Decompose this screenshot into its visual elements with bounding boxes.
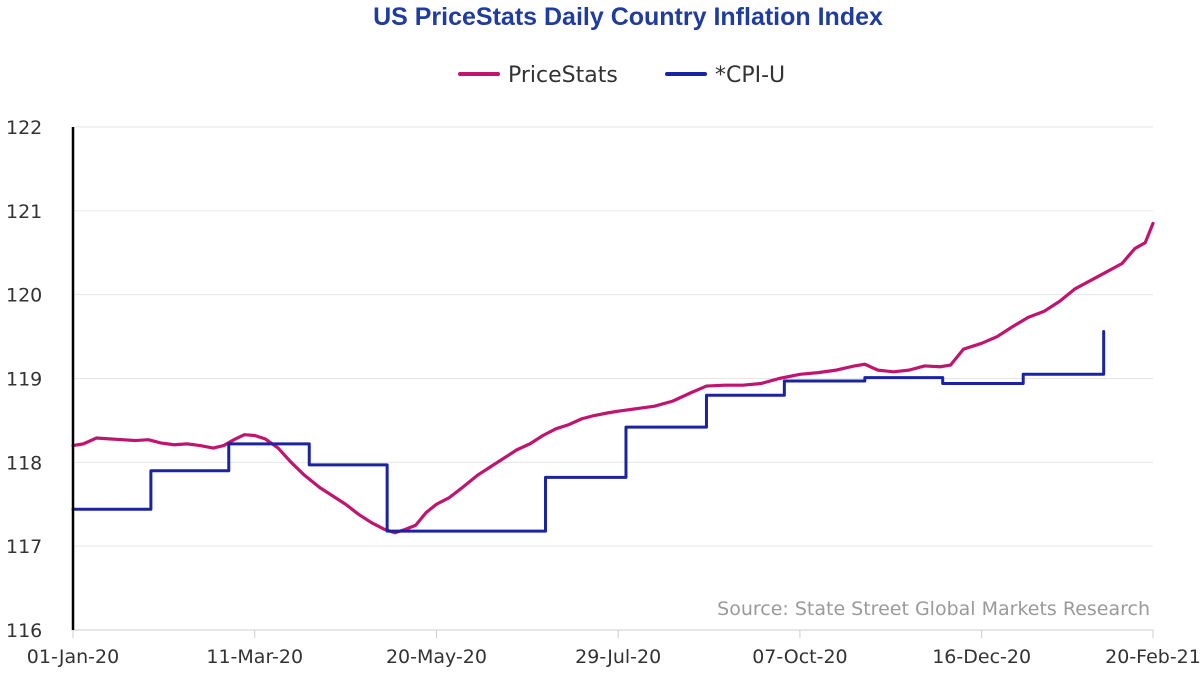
y-tick-label-118: 118	[6, 452, 42, 474]
series-line-cpi-u[interactable]	[71, 330, 1106, 533]
x-tick-label-20-feb-21: 20-Feb-21	[1105, 646, 1200, 668]
x-tick-label-29-jul-20: 29-Jul-20	[575, 646, 661, 668]
gridlines	[73, 126, 1153, 547]
series-line-pricestats[interactable]	[71, 221, 1155, 535]
legend: PriceStats *CPI-U	[458, 63, 785, 88]
x-axis-labels: 01-Jan-20 11-Mar-20 20-May-20 29-Jul-20 07-O…	[27, 630, 1200, 668]
y-tick-label-121: 121	[6, 201, 42, 223]
y-tick-label-117: 117	[6, 536, 42, 558]
x-tick-label-11-mar-20: 11-Mar-20	[206, 646, 303, 668]
y-tick-label-122: 122	[6, 117, 42, 139]
legend-label-cpi-u: *CPI-U	[715, 63, 785, 88]
chart-title: US PriceStats Daily Country Inflation In…	[373, 3, 883, 31]
source-note: Source: State Street Global Markets Rese…	[717, 598, 1150, 620]
legend-item-cpi-u[interactable]: *CPI-U	[665, 63, 785, 88]
x-tick-label-20-may-20: 20-May-20	[386, 646, 487, 668]
x-tick-label-07-oct-20: 07-Oct-20	[752, 646, 847, 668]
legend-item-pricestats[interactable]: PriceStats	[458, 63, 618, 88]
legend-label-pricestats: PriceStats	[508, 63, 618, 88]
y-tick-label-119: 119	[6, 369, 42, 391]
y-tick-label-116: 116	[6, 620, 42, 642]
series-lines	[71, 221, 1155, 535]
x-tick-label-01-jan-20: 01-Jan-20	[27, 646, 119, 668]
y-tick-label-120: 120	[6, 285, 42, 307]
y-axis-labels: 116 117 118 119 120 121 122	[6, 117, 42, 642]
x-tick-label-16-dec-20: 16-Dec-20	[932, 646, 1031, 668]
